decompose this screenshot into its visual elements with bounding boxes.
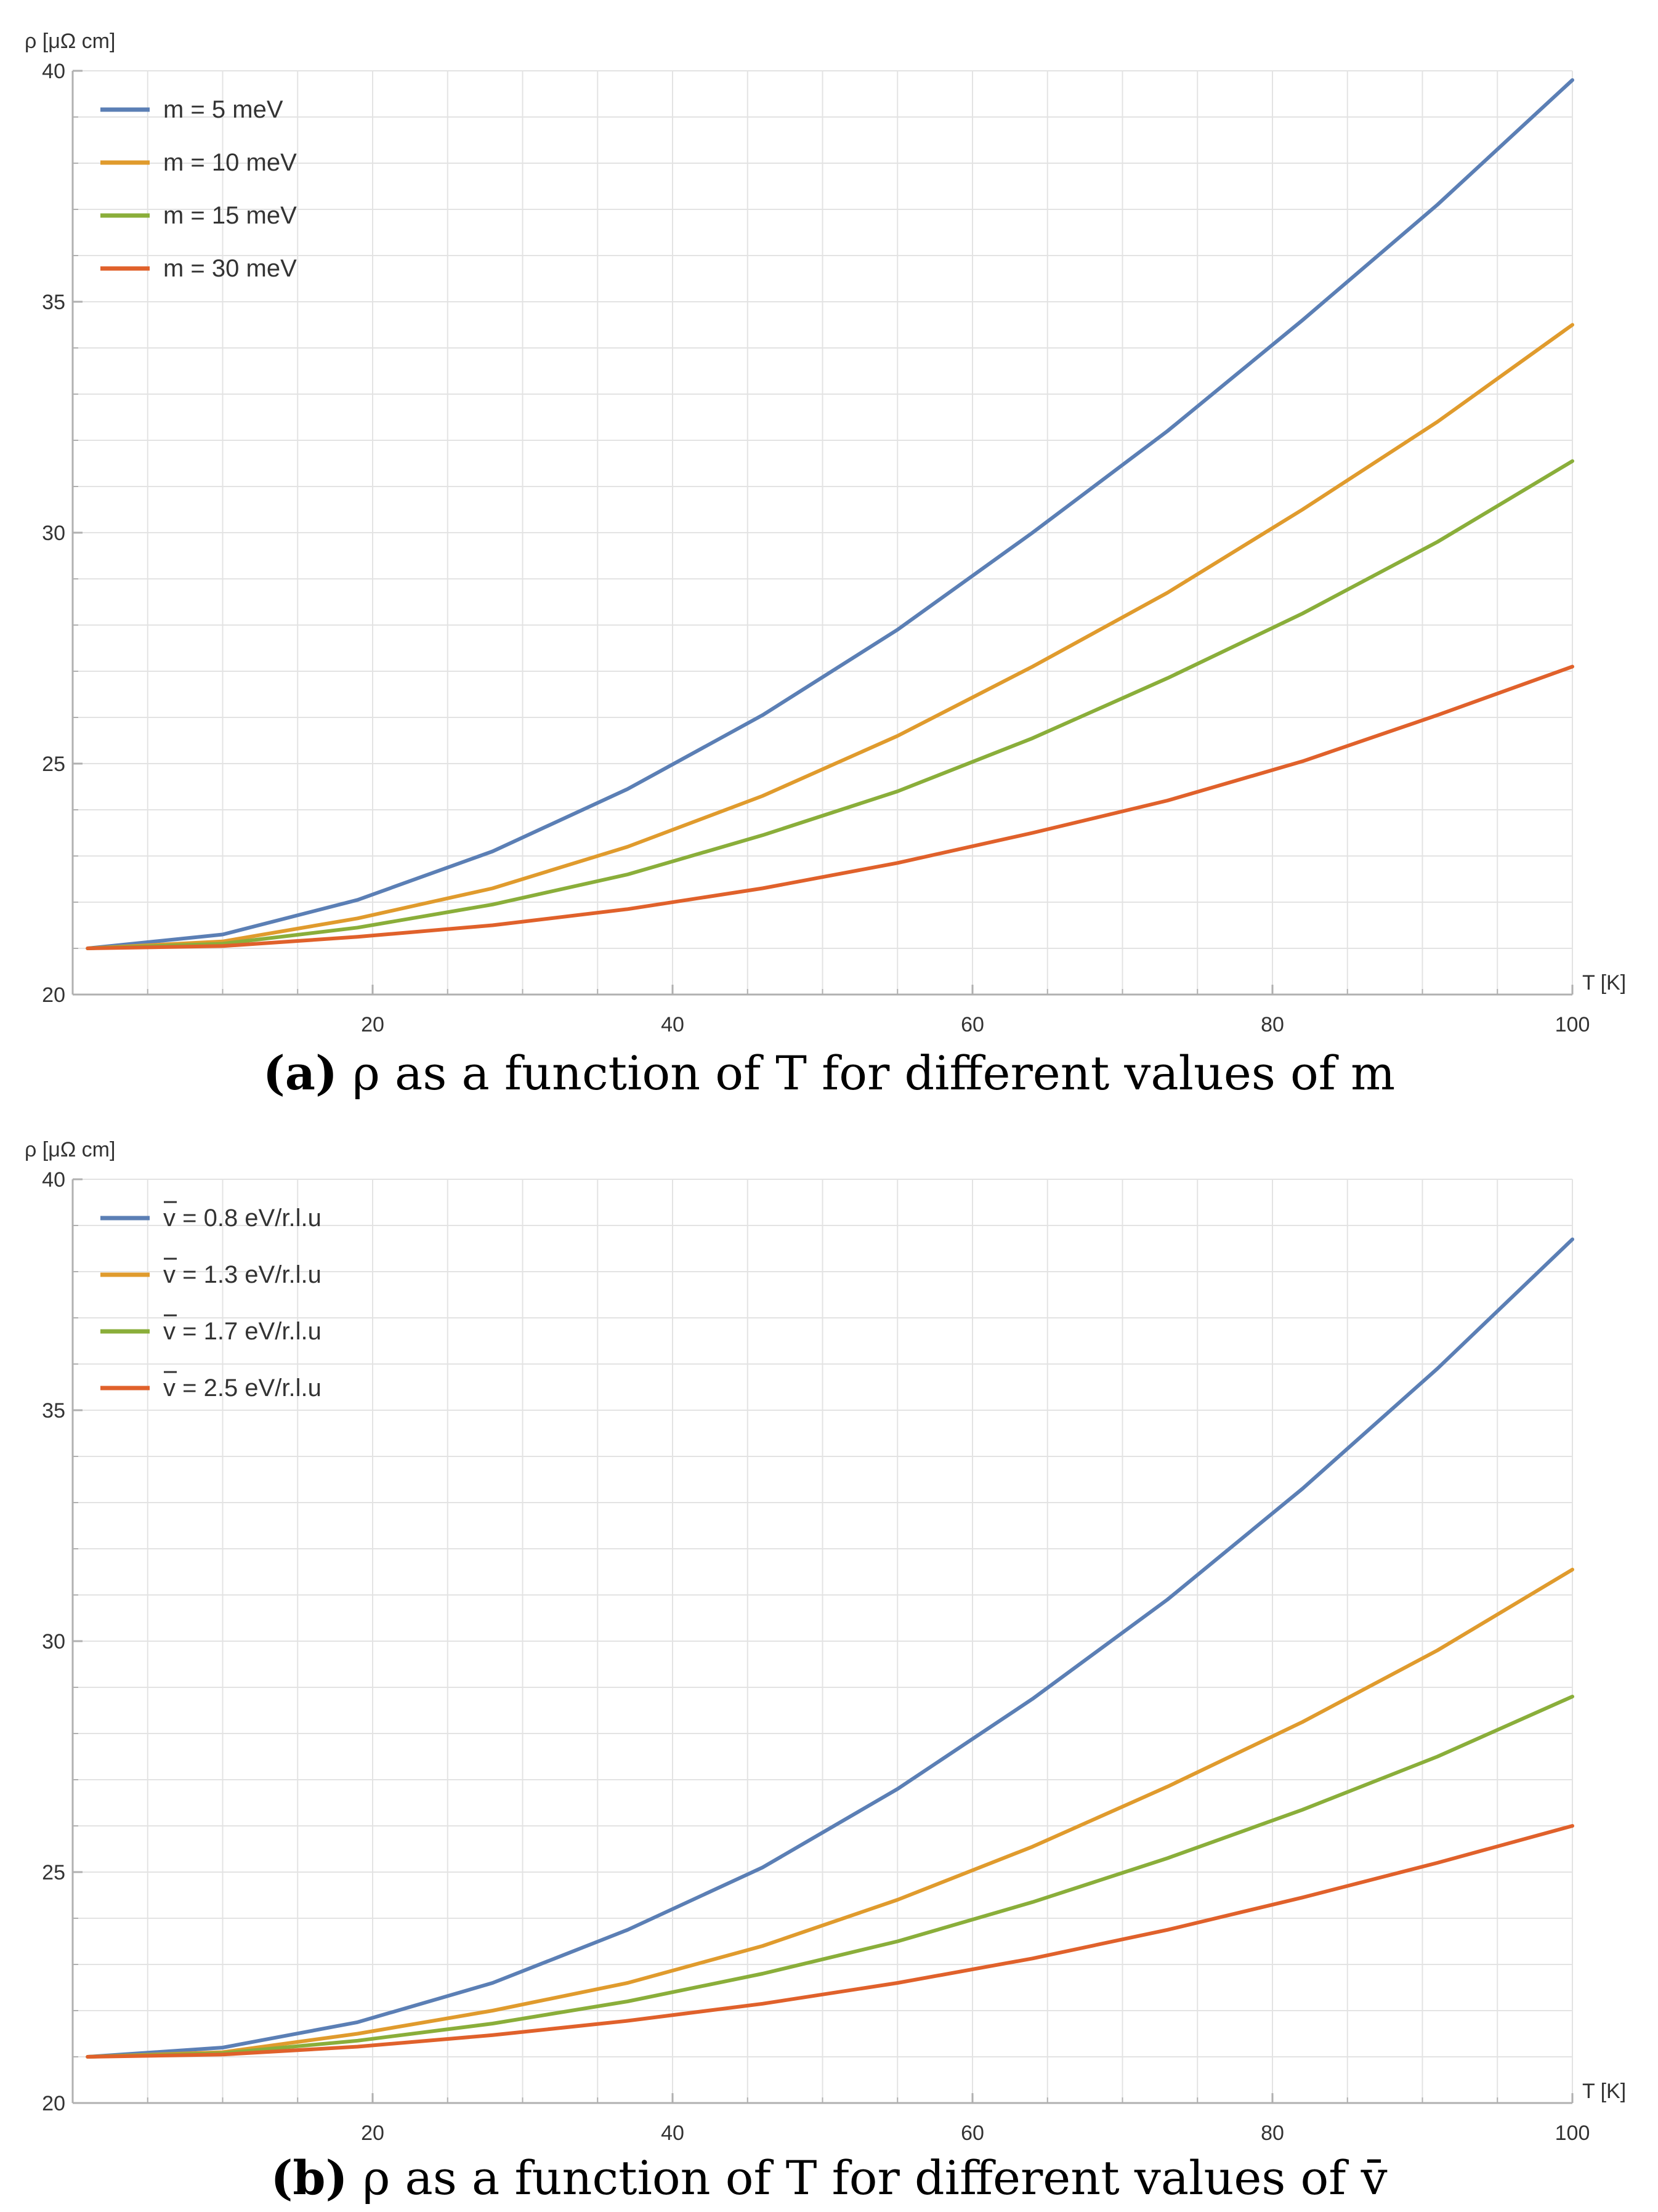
caption-a-label: (a) xyxy=(262,1046,338,1100)
legend-label-3: v = 1.7 eV/r.l.u xyxy=(163,1318,321,1345)
legend-label-4: m = 30 meV xyxy=(163,255,297,282)
series-line-4 xyxy=(86,664,1574,950)
x-tick-label: 60 xyxy=(961,1013,984,1036)
chart-panel-b: 20 40 60 80 100 20 25 30 35 40 ρ [μΩ cm] T [K] v = 0… xyxy=(0,1108,1658,2212)
legend-label-3: m = 15 meV xyxy=(163,202,297,229)
legend-label-2: v = 1.3 eV/r.l.u xyxy=(163,1261,321,1288)
y-tick-label: 40 xyxy=(42,60,65,83)
x-tick-label: 80 xyxy=(1261,1013,1284,1036)
legend: v = 0.8 eV/r.l.u v = 1.3 eV/r.l.u v = 1.7 … xyxy=(100,1201,321,1402)
grid xyxy=(73,70,1573,995)
chart-a: 20 40 60 80 100 20 25 30 35 40 ρ [μΩ cm] T [K] m = 5… xyxy=(25,30,1626,1036)
x-axis-label: T [K] xyxy=(1582,971,1626,995)
caption-a-text: ρ as a function of T for different value… xyxy=(352,1046,1396,1100)
x-tick-label: 100 xyxy=(1555,2121,1590,2145)
legend: m = 5 meV m = 10 meV m = 15 meV m = 30 meV xyxy=(100,96,297,282)
series-line-1 xyxy=(86,1237,1574,2059)
legend-label-4: v = 2.5 eV/r.l.u xyxy=(163,1374,321,1402)
series-line-3 xyxy=(86,459,1574,950)
caption-a: (a) ρ as a function of T for different v… xyxy=(0,1046,1658,1100)
series-line-2 xyxy=(86,323,1574,950)
y-axis-label: ρ [μΩ cm] xyxy=(25,30,115,53)
series-line-1 xyxy=(86,78,1574,950)
y-tick-label: 30 xyxy=(42,522,65,545)
y-tick-label: 25 xyxy=(42,753,65,776)
chart-panel-a: 20 40 60 80 100 20 25 30 35 40 ρ [μΩ cm] T [K] m = 5… xyxy=(0,30,1658,1100)
x-tick-label: 20 xyxy=(361,2121,384,2145)
y-tick-label: 40 xyxy=(42,1168,65,1192)
y-tick-label: 20 xyxy=(42,2092,65,2115)
y-tick-label: 20 xyxy=(42,983,65,1007)
series-line-2 xyxy=(86,1567,1574,2059)
series-line-3 xyxy=(86,1695,1574,2059)
x-axis-label: T [K] xyxy=(1582,2080,1626,2103)
y-axis-label: ρ [μΩ cm] xyxy=(25,1138,115,1161)
y-tick-label: 35 xyxy=(42,291,65,314)
y-tick-label: 35 xyxy=(42,1399,65,1423)
caption-b-text: ρ as a function of T for different value… xyxy=(362,2150,1388,2205)
x-tick-label: 40 xyxy=(661,1013,684,1036)
caption-b: (b) ρ as a function of T for different v… xyxy=(0,2150,1658,2205)
legend-label-1: m = 5 meV xyxy=(163,96,283,123)
chart-b: 20 40 60 80 100 20 25 30 35 40 ρ [μΩ cm] T [K] v = 0… xyxy=(25,1138,1626,2145)
grid xyxy=(73,1179,1573,2103)
x-tick-label: 80 xyxy=(1261,2121,1284,2145)
y-tick-label: 30 xyxy=(42,1630,65,1653)
x-tick-label: 20 xyxy=(361,1013,384,1036)
caption-b-label: (b) xyxy=(270,2150,348,2205)
x-tick-label: 40 xyxy=(661,2121,684,2145)
x-tick-label: 60 xyxy=(961,2121,984,2145)
series-line-4 xyxy=(86,1824,1574,2059)
legend-label-1: v = 0.8 eV/r.l.u xyxy=(163,1205,321,1232)
y-tick-label: 25 xyxy=(42,1861,65,1884)
legend-label-2: m = 10 meV xyxy=(163,149,297,176)
x-tick-label: 100 xyxy=(1555,1013,1590,1036)
